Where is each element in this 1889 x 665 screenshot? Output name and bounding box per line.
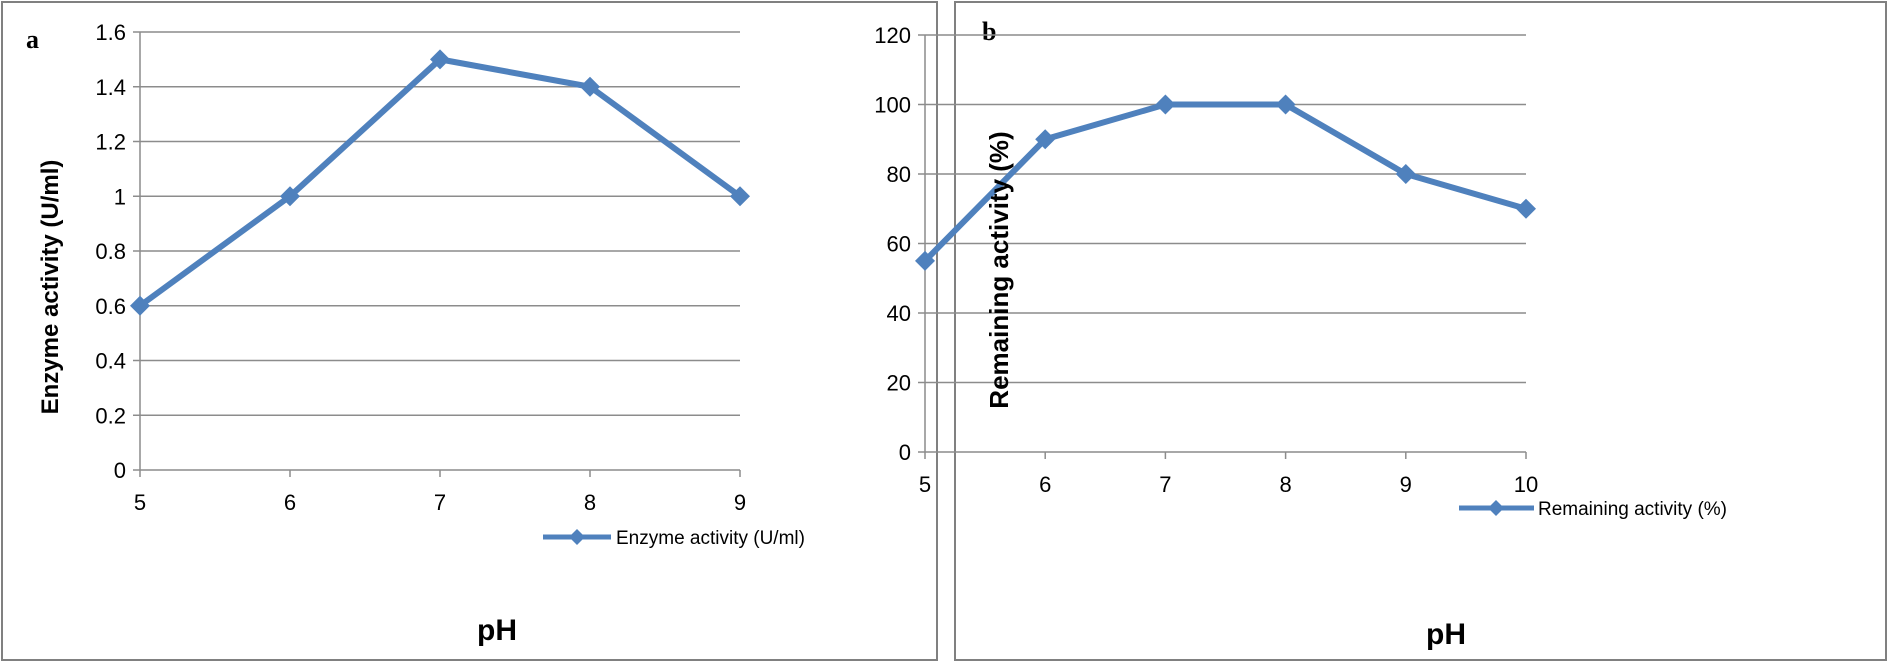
panel-a-x-tick-label: 6 bbox=[284, 490, 296, 515]
panel-a-y-axis-title: Enzyme activity (U/ml) bbox=[37, 160, 64, 415]
panel-b-legend: Remaining activity (%) bbox=[1459, 499, 1727, 520]
panel-b-series-line bbox=[922, 101, 1529, 264]
panel-a-legend-marker bbox=[569, 529, 585, 545]
panel-b-frame bbox=[954, 1, 1887, 661]
panel-b-x-tick-label: 10 bbox=[1514, 472, 1538, 497]
panel-b-y-tick-label: 40 bbox=[887, 301, 911, 326]
panel-b-data-point bbox=[1395, 164, 1416, 184]
panel-a-y-tick-label: 1 bbox=[114, 184, 126, 209]
panel-b-letter: b bbox=[982, 17, 996, 46]
panel-a-x-tick-label: 9 bbox=[734, 490, 746, 515]
panel-b-x-tick-label: 8 bbox=[1279, 472, 1291, 497]
panel-b-series bbox=[915, 94, 1536, 271]
panel-b-x-axis-title: pH bbox=[1426, 618, 1466, 651]
panel-b-y-axis-title: Remaining activity (%) bbox=[984, 131, 1014, 408]
panel-a-y-tick-label: 0.4 bbox=[95, 349, 126, 374]
panel-a-legend: Enzyme activity (U/ml) bbox=[543, 528, 805, 549]
panel-b-data-point bbox=[1516, 198, 1536, 219]
panel-a-data-point bbox=[580, 76, 600, 97]
panel-a-y-tick-label: 1.6 bbox=[95, 20, 126, 45]
panel-b-y-tick-label: 20 bbox=[887, 371, 911, 396]
panel-b-x-tick-labels: 5 6 7 8 9 10 bbox=[919, 472, 1538, 497]
chart-panel-b: b 0 20 40 60 80 100 120 5 6 7 8 9 10 Remaining acti… bbox=[874, 1, 1887, 661]
panel-b-y-tick-label: 60 bbox=[887, 232, 911, 257]
panel-a-x-tick-label: 7 bbox=[434, 490, 446, 515]
panel-b-y-tick-label: 80 bbox=[887, 162, 911, 187]
panel-a-data-point bbox=[430, 49, 450, 70]
panel-a-y-tick-label: 1.2 bbox=[95, 130, 126, 155]
panel-b-y-tick-labels: 0 20 40 60 80 100 120 bbox=[874, 23, 911, 465]
panel-a-y-tick-label: 1.4 bbox=[95, 75, 126, 100]
panel-a-legend-label: Enzyme activity (U/ml) bbox=[616, 528, 805, 549]
panel-a-y-tick-label: 0.8 bbox=[95, 239, 126, 264]
panel-b-y-tick-label: 100 bbox=[874, 93, 911, 118]
panel-a-y-tick-labels: 0 0.2 0.4 0.6 0.8 1 1.2 1.4 1.6 bbox=[95, 20, 126, 483]
panel-b-y-tick-label: 120 bbox=[874, 23, 911, 48]
panel-b-data-point bbox=[1155, 94, 1176, 115]
panel-a-data-point bbox=[130, 295, 150, 316]
panel-a-data-point bbox=[280, 186, 300, 207]
panel-b-legend-marker bbox=[1488, 500, 1504, 516]
panel-b-data-point bbox=[1275, 94, 1296, 115]
panel-a-x-tick-label: 5 bbox=[134, 490, 146, 515]
panel-b-x-tick-label: 6 bbox=[1039, 472, 1051, 497]
panel-a-x-tick-label: 8 bbox=[584, 490, 596, 515]
panel-a-series bbox=[130, 49, 750, 316]
panel-b-x-tick-label: 7 bbox=[1159, 472, 1171, 497]
panel-b-legend-label: Remaining activity (%) bbox=[1538, 499, 1727, 520]
panel-b-data-point bbox=[1035, 129, 1056, 150]
chart-panel-a: a 0 0.2 0.4 0.6 0.8 1 1.2 1.4 1.6 5 6 7 8 9 Enzyme a… bbox=[1, 1, 938, 661]
panel-a-frame bbox=[1, 1, 938, 661]
panel-b-data-point bbox=[915, 250, 935, 271]
panel-b-x-tick-label: 5 bbox=[919, 472, 931, 497]
panel-b-axes bbox=[918, 34, 1527, 459]
panel-b-y-tick-label: 0 bbox=[899, 440, 911, 465]
panel-a-y-tick-label: 0.6 bbox=[95, 294, 126, 319]
panel-a-gridlines bbox=[140, 31, 740, 416]
panel-a-data-point bbox=[730, 186, 750, 207]
panel-a-y-tick-label: 0 bbox=[114, 458, 126, 483]
panel-a-x-axis-title: pH bbox=[477, 614, 517, 647]
panel-a-y-tick-label: 0.2 bbox=[95, 403, 126, 428]
panel-b-x-tick-label: 9 bbox=[1400, 472, 1412, 497]
panel-a-letter: a bbox=[26, 25, 39, 54]
panel-a-x-tick-labels: 5 6 7 8 9 bbox=[134, 490, 746, 515]
